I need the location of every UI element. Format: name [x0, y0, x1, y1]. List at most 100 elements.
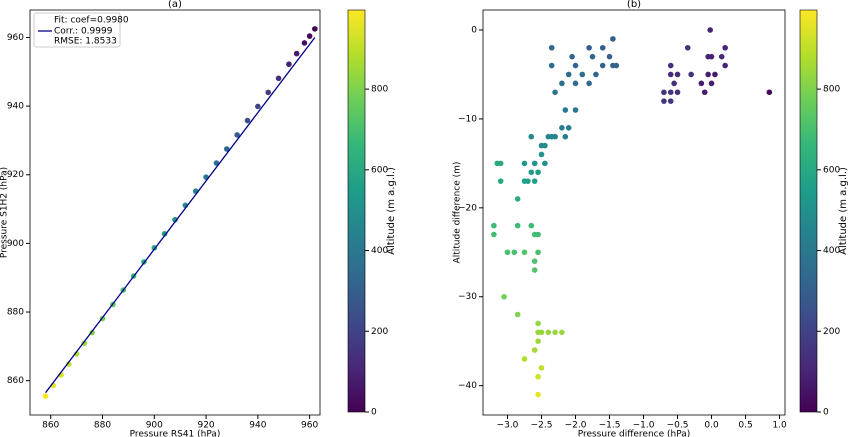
point — [688, 71, 694, 78]
point — [684, 44, 691, 51]
point — [610, 36, 616, 42]
point — [535, 320, 541, 327]
point — [712, 71, 718, 78]
legend-label: Fit: coef=0.9980 — [54, 16, 129, 26]
point — [606, 53, 613, 60]
point — [301, 40, 308, 46]
point — [572, 80, 579, 87]
panel-title: (a) — [168, 0, 182, 10]
point — [572, 62, 579, 69]
point — [552, 89, 558, 96]
panel-title: (b) — [627, 0, 641, 10]
y-tick-label: 860 — [7, 376, 24, 386]
point — [265, 89, 272, 96]
y-tick-label: 960 — [7, 33, 24, 43]
point — [599, 44, 606, 51]
point — [707, 27, 713, 33]
point — [562, 133, 569, 140]
point — [538, 151, 545, 158]
point — [501, 293, 507, 300]
y-tick-label: 940 — [7, 102, 24, 112]
point — [661, 89, 667, 96]
x-tick-label: 1.0 — [772, 421, 787, 431]
point — [593, 71, 599, 78]
point — [579, 71, 586, 78]
point — [538, 142, 545, 149]
point — [42, 393, 49, 399]
point — [548, 133, 555, 140]
point — [538, 329, 545, 336]
point — [708, 80, 715, 87]
point — [565, 125, 572, 131]
point — [565, 71, 572, 78]
x-tick-label: 960 — [301, 421, 318, 431]
point — [538, 365, 545, 371]
point — [718, 53, 725, 60]
point — [531, 178, 538, 184]
annotation: Corr.: 0.9999 — [54, 27, 113, 37]
colorbar — [799, 9, 818, 413]
colorbar-tick-label: 800 — [371, 85, 388, 95]
point — [275, 75, 282, 82]
point — [491, 222, 497, 229]
colorbar-tick-label: 200 — [823, 327, 840, 337]
point — [674, 89, 681, 96]
x-tick-label: −1.0 — [633, 421, 655, 431]
y-axis-label: Altitude difference (m) — [453, 162, 463, 264]
plot-area — [29, 9, 321, 416]
x-tick-label: −3.0 — [497, 421, 519, 431]
point — [528, 222, 535, 229]
point — [535, 231, 541, 238]
point — [535, 373, 541, 380]
point — [497, 178, 504, 184]
point — [531, 347, 538, 353]
y-tick-label: 880 — [7, 308, 24, 318]
point — [708, 53, 715, 60]
point — [766, 89, 773, 96]
point — [521, 356, 528, 362]
x-tick-label: 880 — [94, 421, 111, 431]
y-tick-label: −20 — [458, 203, 477, 213]
point — [521, 178, 528, 184]
point — [535, 338, 541, 345]
point — [599, 62, 606, 69]
colorbar-tick-label: 600 — [823, 165, 840, 175]
point — [542, 160, 548, 167]
y-tick-label: 900 — [7, 239, 24, 249]
x-tick-label: −1.5 — [599, 421, 621, 431]
x-tick-label: 0.0 — [704, 421, 719, 431]
point — [667, 71, 674, 78]
colorbar-tick-label: 400 — [371, 246, 388, 256]
colorbar-tick-label: 600 — [371, 165, 388, 175]
x-axis-label: Pressure RS41 (hPa) — [130, 430, 221, 437]
point — [572, 107, 579, 113]
y-tick-label: −30 — [458, 292, 477, 302]
point — [562, 107, 569, 113]
x-tick-label: 860 — [42, 421, 59, 431]
point — [223, 146, 230, 152]
y-tick-label: −40 — [458, 381, 477, 391]
point — [293, 50, 300, 57]
point — [514, 196, 521, 202]
point — [586, 80, 592, 87]
point — [531, 160, 538, 167]
x-tick-label: 900 — [146, 421, 163, 431]
colorbar-label: Altitude (m a.g.l.) — [386, 167, 397, 255]
point — [548, 44, 555, 51]
point — [521, 160, 528, 167]
point — [81, 340, 88, 347]
colorbar — [347, 9, 366, 413]
y-tick-label: 0 — [471, 26, 477, 36]
x-tick-label: −0.5 — [667, 421, 689, 431]
point — [514, 311, 521, 318]
point — [312, 26, 318, 32]
legend-box — [33, 12, 121, 48]
point — [586, 44, 592, 51]
point — [494, 160, 501, 167]
point — [531, 258, 538, 264]
point — [667, 62, 674, 69]
point — [559, 329, 565, 336]
point — [286, 61, 292, 68]
